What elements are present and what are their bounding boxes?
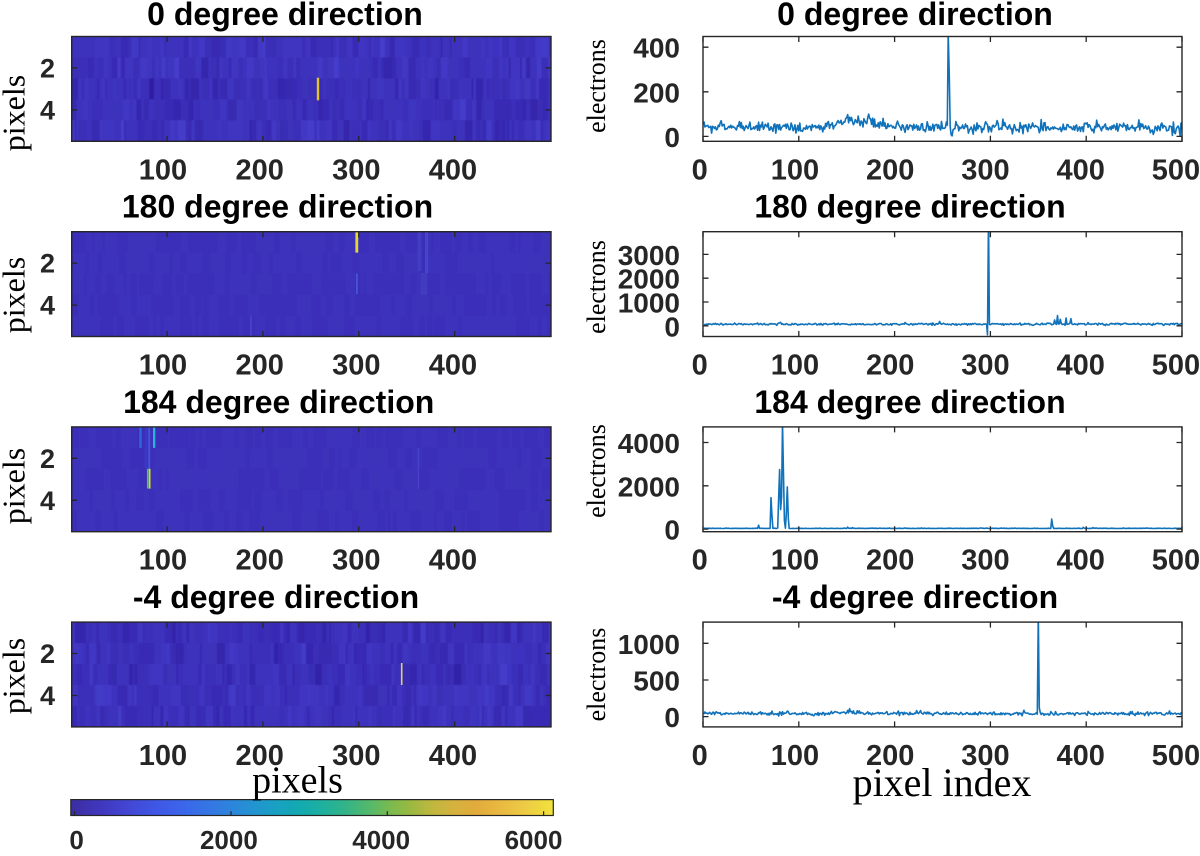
svg-text:0: 0 (664, 122, 680, 153)
svg-text:0: 0 (664, 515, 680, 546)
svg-text:400: 400 (429, 740, 477, 772)
svg-text:500: 500 (1152, 154, 1200, 186)
svg-text:0 degree direction: 0 degree direction (777, 0, 1053, 32)
svg-text:180 degree direction: 180 degree direction (122, 189, 433, 225)
svg-text:300: 300 (332, 154, 380, 186)
svg-text:200: 200 (236, 740, 284, 772)
svg-text:2: 2 (40, 444, 55, 474)
svg-text:400: 400 (1057, 350, 1105, 382)
svg-text:electrons: electrons (582, 240, 611, 334)
svg-text:200: 200 (236, 154, 284, 186)
svg-text:4: 4 (40, 681, 55, 711)
svg-text:100: 100 (771, 740, 819, 772)
svg-text:180 degree direction: 180 degree direction (754, 189, 1065, 225)
svg-text:500: 500 (1152, 350, 1200, 382)
svg-text:1000: 1000 (618, 629, 680, 660)
svg-text:electrons: electrons (582, 628, 611, 722)
svg-text:500: 500 (1152, 740, 1200, 772)
svg-text:2000: 2000 (618, 471, 680, 502)
svg-text:200: 200 (866, 154, 914, 186)
svg-text:3000: 3000 (618, 240, 680, 271)
svg-text:500: 500 (633, 666, 680, 697)
svg-text:electrons: electrons (582, 424, 611, 518)
svg-text:200: 200 (866, 740, 914, 772)
svg-text:200: 200 (633, 77, 680, 108)
svg-text:300: 300 (961, 545, 1009, 577)
svg-text:pixels: pixels (0, 638, 32, 714)
svg-text:4: 4 (40, 291, 55, 321)
svg-text:400: 400 (429, 350, 477, 382)
svg-text:400: 400 (1057, 740, 1105, 772)
svg-text:0: 0 (692, 350, 708, 382)
svg-text:-4 degree direction: -4 degree direction (133, 579, 419, 615)
svg-text:400: 400 (633, 33, 680, 64)
svg-text:0: 0 (692, 154, 708, 186)
svg-text:400: 400 (429, 545, 477, 577)
svg-text:300: 300 (961, 350, 1009, 382)
svg-text:pixel index: pixel index (853, 760, 1032, 805)
svg-text:2: 2 (40, 53, 55, 83)
svg-text:pixels: pixels (0, 257, 32, 333)
svg-text:2000: 2000 (618, 264, 680, 295)
svg-text:pixels: pixels (0, 448, 32, 524)
svg-text:300: 300 (332, 545, 380, 577)
svg-text:2: 2 (40, 249, 55, 279)
svg-text:300: 300 (961, 740, 1009, 772)
svg-text:200: 200 (866, 545, 914, 577)
svg-text:400: 400 (429, 154, 477, 186)
svg-text:0: 0 (664, 311, 680, 342)
svg-text:4000: 4000 (352, 825, 410, 851)
svg-text:100: 100 (139, 154, 187, 186)
svg-text:400: 400 (1057, 545, 1105, 577)
svg-text:0 degree direction: 0 degree direction (147, 0, 423, 32)
svg-text:100: 100 (771, 545, 819, 577)
svg-text:100: 100 (771, 350, 819, 382)
svg-text:0: 0 (69, 825, 83, 851)
svg-text:1000: 1000 (618, 288, 680, 319)
svg-text:200: 200 (236, 545, 284, 577)
svg-text:0: 0 (692, 545, 708, 577)
svg-text:pixels: pixels (0, 75, 32, 151)
svg-text:0: 0 (692, 740, 708, 772)
svg-text:-4 degree direction: -4 degree direction (772, 579, 1058, 615)
svg-text:300: 300 (332, 740, 380, 772)
svg-text:500: 500 (1152, 545, 1200, 577)
svg-text:184 degree direction: 184 degree direction (754, 384, 1065, 420)
svg-text:2000: 2000 (200, 825, 258, 851)
svg-text:200: 200 (236, 350, 284, 382)
svg-text:100: 100 (771, 154, 819, 186)
svg-text:400: 400 (1057, 154, 1105, 186)
svg-text:4000: 4000 (618, 428, 680, 459)
svg-text:4: 4 (40, 95, 55, 125)
svg-text:6000: 6000 (505, 825, 563, 851)
svg-text:pixels: pixels (252, 760, 343, 802)
svg-text:electrons: electrons (582, 39, 611, 133)
svg-text:300: 300 (332, 350, 380, 382)
svg-text:4: 4 (40, 486, 55, 516)
svg-text:200: 200 (866, 350, 914, 382)
svg-text:0: 0 (664, 702, 680, 733)
svg-text:2: 2 (40, 639, 55, 669)
svg-text:184 degree direction: 184 degree direction (123, 384, 434, 420)
svg-text:300: 300 (961, 154, 1009, 186)
svg-text:100: 100 (139, 350, 187, 382)
svg-text:100: 100 (139, 545, 187, 577)
svg-text:100: 100 (139, 740, 187, 772)
